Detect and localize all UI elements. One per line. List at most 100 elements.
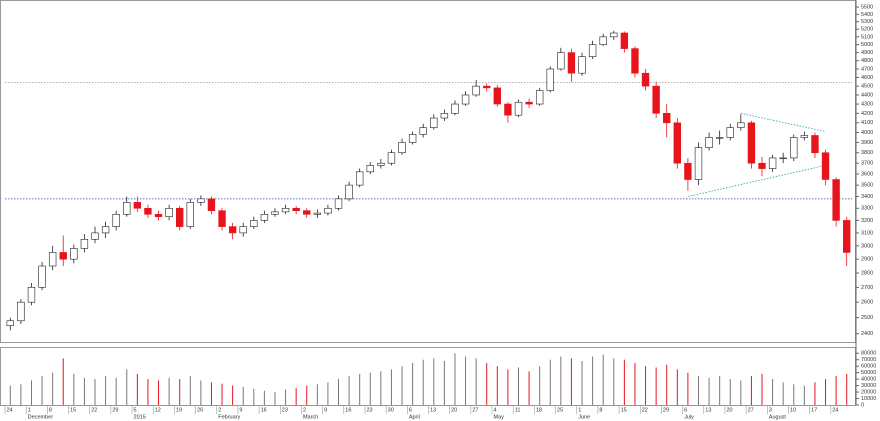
- x-tick-label: 8: [599, 407, 602, 413]
- x-tick-label: 2: [303, 407, 306, 413]
- y-tick-label: 3200: [861, 218, 873, 224]
- x-tick-label: 19: [176, 407, 182, 413]
- candle-body: [6, 320, 14, 326]
- y-tick-label: 3300: [861, 206, 873, 212]
- volume-tick-label: 80000: [861, 351, 876, 357]
- candle-body: [133, 202, 142, 209]
- x-tick-label: 6: [409, 407, 412, 413]
- candle-body: [80, 239, 89, 249]
- x-tick-label: 20: [726, 407, 732, 413]
- candle-body: [768, 157, 777, 169]
- x-tick-label: 15: [621, 407, 627, 413]
- trendline: [740, 112, 826, 132]
- x-tick-label: 27: [748, 407, 754, 413]
- candle-body: [737, 122, 745, 128]
- candle-body: [377, 162, 385, 166]
- candle-body: [451, 103, 459, 114]
- candle-body: [557, 52, 565, 70]
- x-tick-label: 6: [684, 407, 687, 413]
- candle-body: [525, 101, 533, 105]
- x-tick-label: 24: [832, 407, 838, 413]
- y-tick-label: 2400: [861, 331, 873, 337]
- candle-body: [27, 287, 36, 303]
- x-tick-label: 15: [70, 407, 76, 413]
- y-tick-label: 5300: [861, 19, 873, 25]
- candle-body: [228, 226, 237, 234]
- candle-body: [186, 202, 194, 227]
- x-tick-label: 11: [515, 407, 521, 413]
- candle-body: [578, 56, 586, 74]
- x-tick-label: 30: [388, 407, 394, 413]
- candle-body: [398, 142, 406, 154]
- candle-body: [218, 210, 226, 227]
- candle-body: [705, 137, 713, 148]
- candle-body: [610, 32, 618, 38]
- candle-body: [620, 32, 629, 49]
- candle-body: [123, 202, 131, 215]
- candle-body: [567, 52, 576, 74]
- y-tick-label: 3100: [861, 230, 873, 236]
- y-tick-label: 5200: [861, 27, 873, 33]
- y-tick-label: 5100: [861, 34, 873, 40]
- y-tick-label: 5000: [861, 42, 873, 48]
- x-tick-label: 16: [261, 407, 267, 413]
- x-tick-label: 26: [197, 407, 203, 413]
- y-tick-label: 4400: [861, 92, 873, 98]
- x-tick-label: 9: [324, 407, 327, 413]
- x-tick-label: 23: [366, 407, 372, 413]
- x-tick-label: 27: [472, 407, 478, 413]
- x-tick-label: 9: [239, 407, 242, 413]
- x-tick-label: 1: [578, 407, 581, 413]
- volume-tick-label: 50000: [861, 370, 876, 376]
- candle-body: [588, 44, 597, 57]
- candle-body: [483, 85, 491, 89]
- x-tick-label: 22: [91, 407, 97, 413]
- candle-body: [821, 152, 830, 180]
- volume-tick-label: 20000: [861, 390, 876, 396]
- volume-tick-label: 30000: [861, 383, 876, 389]
- x-tick-label: 10: [790, 407, 796, 413]
- y-tick-label: 2600: [861, 300, 873, 306]
- candle-body: [514, 101, 523, 116]
- candle-body: [832, 179, 840, 221]
- volume-tick-label: 40000: [861, 377, 876, 383]
- candle-body: [17, 301, 25, 322]
- candle-body: [641, 72, 650, 87]
- y-tick-label: 4800: [861, 58, 873, 64]
- candle-body: [673, 122, 681, 164]
- candle-body: [366, 165, 374, 173]
- candle-body: [419, 127, 427, 135]
- candle-body: [631, 48, 639, 74]
- candle-body: [408, 134, 417, 143]
- candle-body: [387, 152, 396, 164]
- y-tick-label: 2800: [861, 270, 873, 276]
- candle-body: [70, 248, 78, 260]
- candle-body: [239, 226, 247, 234]
- trendline: [687, 164, 826, 197]
- candle-body: [790, 137, 798, 159]
- candle-body: [726, 127, 734, 138]
- volume-panel: [0, 347, 856, 406]
- x-tick-label: 24: [7, 407, 13, 413]
- candle-body: [663, 113, 671, 124]
- candle-body: [472, 85, 480, 96]
- candle-body: [461, 94, 470, 105]
- candle-body: [493, 87, 502, 105]
- candle-body: [440, 113, 449, 119]
- y-tick-label: 4700: [861, 66, 873, 72]
- x-tick-label: 4: [494, 407, 497, 413]
- candle-body: [59, 252, 67, 260]
- y-tick-label: 2500: [861, 315, 873, 321]
- price-panel: [0, 0, 856, 343]
- y-tick-label: 4100: [861, 120, 873, 126]
- month-label: April: [409, 414, 420, 420]
- candle-body: [652, 85, 660, 114]
- candle-body: [684, 162, 692, 180]
- candle-body: [101, 226, 110, 234]
- candle-body: [197, 198, 205, 203]
- x-tick-label: 25: [557, 407, 563, 413]
- x-tick-label: 2: [218, 407, 221, 413]
- month-label: 2015: [134, 414, 146, 420]
- candle-body: [324, 207, 332, 214]
- x-tick-label: 13: [705, 407, 711, 413]
